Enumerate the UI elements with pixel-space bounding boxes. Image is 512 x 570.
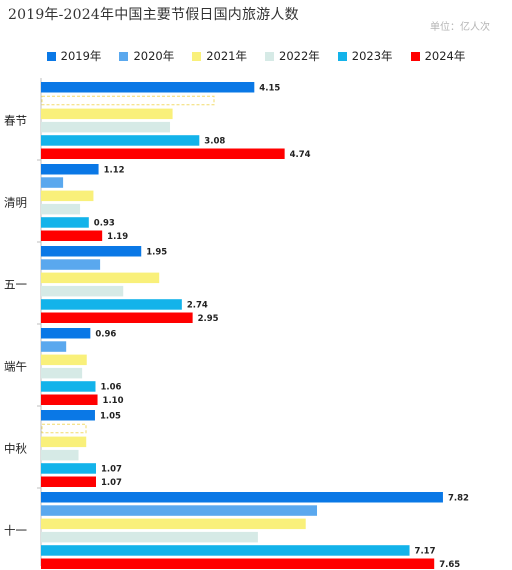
legend-label: 2023年 (351, 49, 393, 63)
bar-qingming-2021[interactable] (41, 190, 94, 202)
bar-mayday-2021[interactable] (41, 272, 160, 284)
category-label-mayday: 五一 (4, 278, 27, 292)
bar-qingming-2020[interactable] (41, 177, 64, 188)
bar-midautumn-2023[interactable] (41, 463, 96, 474)
bar-duanwu-2023[interactable] (41, 381, 96, 392)
legend-label: 2024年 (424, 49, 466, 63)
bar-qingming-2019[interactable] (41, 164, 99, 175)
data-label-mayday-2019: 1.95 (146, 248, 167, 258)
data-label-national-2019: 7.82 (448, 494, 469, 504)
bar-spring-2023[interactable] (41, 135, 200, 146)
legend-label: 2021年 (206, 49, 247, 63)
legend-item-2023[interactable]: 2023年 (337, 48, 393, 64)
data-label-midautumn-2019: 1.05 (100, 412, 121, 422)
data-label-national-2024: 7.65 (439, 560, 460, 570)
bar-qingming-2023[interactable] (41, 217, 89, 228)
bar-midautumn-2024[interactable] (41, 476, 96, 488)
legend-swatch (46, 51, 56, 61)
bar-national-2020[interactable] (41, 505, 318, 516)
data-label-mayday-2024: 2.95 (198, 314, 219, 324)
data-label-duanwu-2023: 1.06 (100, 383, 121, 393)
data-label-qingming-2023: 0.93 (94, 219, 115, 229)
legend-label: 2020年 (133, 49, 175, 63)
bar-mayday-2019[interactable] (41, 246, 142, 257)
bar-spring-2024[interactable] (41, 148, 285, 160)
legend-swatch (265, 51, 274, 61)
data-label-midautumn-2023: 1.07 (101, 465, 122, 475)
data-label-qingming-2019: 1.12 (104, 166, 125, 176)
legend-swatch (192, 51, 202, 61)
bar-national-2022[interactable] (41, 531, 258, 543)
bar-mayday-2022[interactable] (41, 285, 124, 297)
data-label-duanwu-2024: 1.10 (103, 396, 124, 406)
legend: 2019年 2020年 2021年 2022年 2023年 2024年 (0, 48, 512, 64)
category-label-duanwu: 端午 (4, 360, 27, 374)
bar-spring-2019[interactable] (41, 82, 255, 93)
data-label-duanwu-2019: 0.96 (95, 330, 116, 340)
chart-title: 2019年-2024年中国主要节假日国内旅游人数 (8, 7, 299, 23)
category-label-spring: 春节 (4, 114, 27, 128)
bar-national-2019[interactable] (41, 492, 443, 503)
data-label-mayday-2023: 2.74 (187, 301, 208, 311)
legend-swatch (410, 51, 420, 61)
bar-national-2021[interactable] (41, 518, 306, 530)
bar-duanwu-2022[interactable] (41, 367, 83, 379)
bar-qingming-2022[interactable] (41, 203, 81, 215)
legend-item-2020[interactable]: 2020年 (119, 48, 174, 64)
bar-national-2024[interactable] (41, 558, 435, 570)
legend-label: 2019年 (60, 49, 102, 63)
bar-duanwu-2024[interactable] (41, 394, 98, 406)
data-label-qingming-2024: 1.19 (107, 232, 128, 242)
bar-duanwu-2021[interactable] (41, 354, 87, 366)
data-label-midautumn-2024: 1.07 (101, 478, 122, 488)
category-label-national: 十一 (4, 524, 27, 538)
data-label-national-2023: 7.17 (415, 547, 436, 557)
data-label-spring-2023: 3.08 (204, 137, 225, 147)
bar-midautumn-2021[interactable] (41, 436, 87, 448)
legend-item-2022[interactable]: 2022年 (265, 48, 320, 64)
bar-qingming-2024[interactable] (41, 230, 103, 242)
legend-swatch (119, 51, 129, 61)
data-label-spring-2019: 4.15 (259, 84, 280, 94)
unit-label: 单位：亿人次 (430, 22, 490, 33)
bar-midautumn-2022[interactable] (41, 449, 79, 461)
data-label-spring-2024: 4.74 (290, 150, 311, 160)
bar-mayday-2023[interactable] (41, 299, 182, 310)
legend-item-2024[interactable]: 2024年 (410, 48, 466, 64)
bar-duanwu-2019[interactable] (41, 328, 91, 339)
bar-duanwu-2020[interactable] (41, 341, 67, 352)
category-label-qingming: 清明 (4, 196, 27, 210)
legend-label: 2022年 (279, 49, 320, 63)
bar-national-2023[interactable] (41, 545, 410, 556)
legend-item-2019[interactable]: 2019年 (46, 48, 102, 64)
category-label-midautumn: 中秋 (4, 442, 27, 456)
legend-item-2021[interactable]: 2021年 (192, 48, 247, 64)
bar-spring-2021[interactable] (41, 108, 173, 120)
bar-spring-2022[interactable] (41, 121, 171, 133)
missing-value-outline (41, 423, 87, 434)
legend-swatch (337, 51, 347, 61)
bar-mayday-2024[interactable] (41, 312, 193, 324)
bar-midautumn-2019[interactable] (41, 410, 95, 421)
bar-mayday-2020[interactable] (41, 259, 101, 270)
missing-value-outline (41, 95, 215, 106)
